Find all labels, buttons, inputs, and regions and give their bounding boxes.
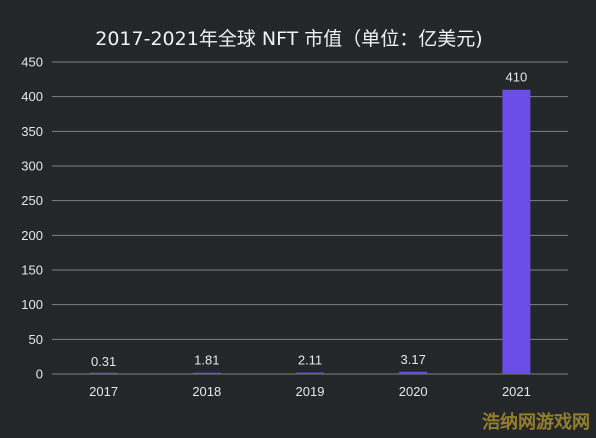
bar — [192, 372, 221, 374]
bars — [89, 89, 531, 374]
y-tick-label: 400 — [21, 89, 43, 104]
watermark-text: 浩纳网游戏网 — [482, 411, 590, 433]
x-tick-label: 2017 — [89, 384, 118, 399]
chart-title: 2017-2021年全球 NFT 市值（单位：亿美元) — [95, 28, 482, 50]
bar — [89, 372, 118, 374]
bar — [399, 371, 428, 374]
data-label: 0.31 — [91, 354, 116, 369]
data-labels: 0.31 1.81 2.11 3.17 410 — [91, 70, 527, 369]
x-tick-label: 2019 — [296, 384, 325, 399]
data-label: 2.11 — [298, 353, 322, 368]
y-axis-ticks: 0 50 100 150 200 250 300 350 400 450 — [21, 55, 43, 382]
y-tick-label: 300 — [21, 159, 43, 174]
data-label: 410 — [506, 70, 528, 85]
y-tick-label: 450 — [21, 55, 43, 70]
y-tick-label: 250 — [21, 193, 43, 208]
data-label: 3.17 — [401, 352, 426, 367]
y-tick-label: 0 — [36, 367, 43, 382]
data-label: 1.81 — [194, 353, 219, 368]
y-tick-label: 350 — [21, 124, 43, 139]
y-tick-label: 100 — [21, 297, 43, 312]
x-tick-label: 2020 — [399, 384, 428, 399]
bar — [296, 372, 324, 374]
gridlines — [52, 61, 568, 375]
x-tick-label: 2021 — [502, 384, 531, 399]
x-axis-ticks: 2017 2018 2019 2020 2021 — [89, 384, 531, 399]
y-tick-label: 50 — [29, 332, 43, 347]
x-tick-label: 2018 — [192, 384, 221, 399]
y-tick-label: 150 — [21, 263, 43, 278]
bar — [502, 89, 531, 374]
y-tick-label: 200 — [21, 228, 43, 243]
